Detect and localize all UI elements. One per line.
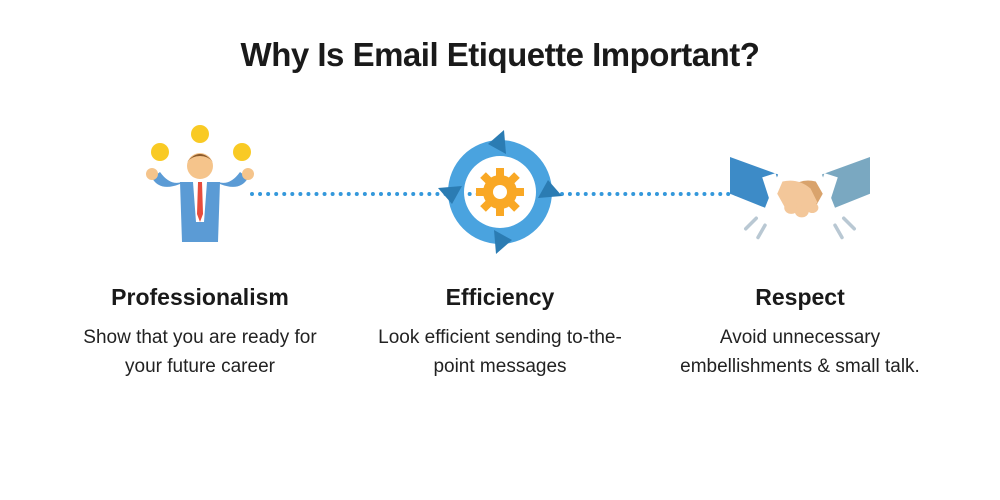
page-title: Why Is Email Etiquette Important?: [0, 0, 1000, 74]
handshake-icon: [730, 122, 870, 262]
item-description: Look efficient sending to-the-point mess…: [370, 323, 630, 382]
item-description: Avoid unnecessary embellishments & small…: [670, 323, 930, 382]
item-professionalism: Professionalism Show that you are ready …: [60, 122, 340, 382]
cycle-gear-icon: [430, 122, 570, 262]
juggling-person-icon: [130, 122, 270, 262]
item-description: Show that you are ready for your future …: [70, 323, 330, 382]
item-efficiency: Efficiency Look efficient sending to-the…: [360, 122, 640, 382]
item-title: Efficiency: [446, 284, 555, 311]
infographic-row: Professionalism Show that you are ready …: [0, 74, 1000, 382]
item-title: Professionalism: [111, 284, 289, 311]
item-respect: Respect Avoid unnecessary embellishments…: [660, 122, 940, 382]
item-title: Respect: [755, 284, 844, 311]
